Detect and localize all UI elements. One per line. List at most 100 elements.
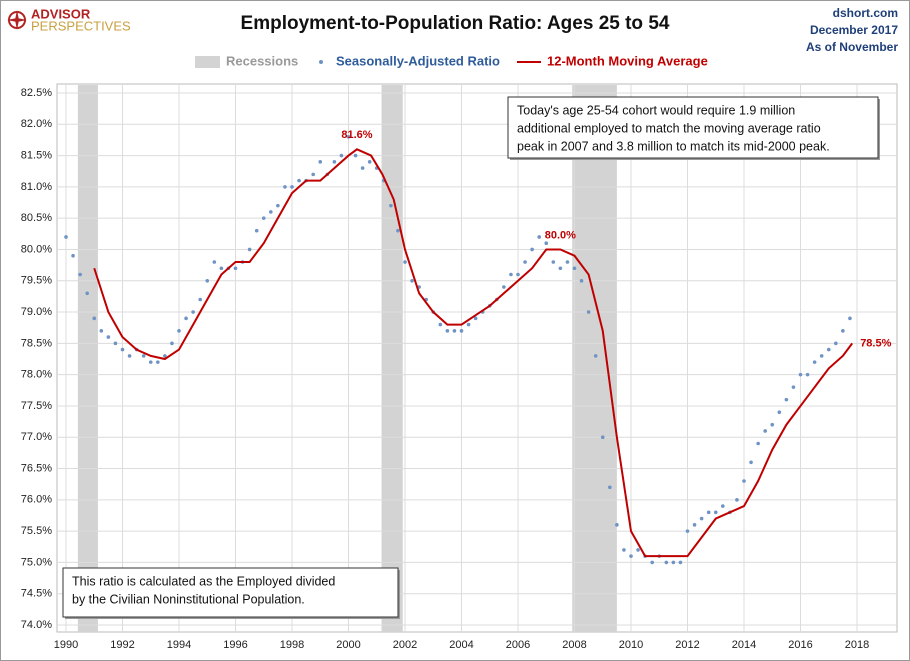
data-point (706, 510, 711, 515)
y-tick-label: 77.0% (21, 431, 52, 443)
note-box (62, 567, 399, 618)
data-point (297, 178, 301, 183)
data-point (544, 241, 549, 246)
y-tick-label: 76.0% (21, 494, 52, 506)
legend: Recessions Seasonally-Adjusted Ratio 12-Mo… (195, 53, 708, 68)
data-point (205, 278, 210, 283)
data-point (438, 322, 443, 327)
y-tick-label: 81.5% (21, 149, 52, 161)
data-point (311, 172, 315, 177)
data-point (396, 228, 400, 233)
data-point (770, 422, 775, 427)
chart-title: Employment-to-Population Ratio: Ages 25 … (241, 13, 670, 34)
y-tick-label: 81.0% (21, 181, 52, 193)
data-point (92, 316, 97, 321)
data-point (148, 360, 153, 364)
data-point (318, 160, 323, 164)
data-point (71, 253, 75, 258)
data-point (389, 203, 393, 208)
data-point (445, 329, 450, 333)
recession-band (77, 85, 98, 632)
x-tick-label: 2006 (506, 639, 530, 651)
data-point (530, 247, 534, 252)
x-tick-label: 1990 (54, 639, 78, 651)
data-point (269, 210, 273, 214)
recession-band (572, 85, 617, 632)
data-point (558, 266, 563, 271)
plot: 81.6% 80.0% 78.5% (57, 84, 897, 632)
legend-label: 12-Month Moving Average (547, 53, 708, 68)
data-point (516, 272, 520, 277)
data-point (805, 372, 810, 377)
data-point (551, 260, 556, 264)
y-tick-label: 80.5% (21, 212, 52, 224)
y-tick-label: 74.5% (21, 588, 52, 600)
y-tick-label: 79.0% (21, 306, 52, 318)
x-tick-label: 2018 (845, 639, 869, 651)
x-tick-label: 2010 (619, 639, 643, 651)
data-point (466, 322, 471, 327)
data-point (615, 523, 619, 527)
legend-label: Recessions (226, 53, 298, 68)
data-point (784, 397, 789, 402)
data-point (177, 329, 181, 333)
x-tick-label: 1996 (223, 639, 247, 651)
data-point (346, 135, 351, 139)
data-point (841, 329, 845, 333)
logo-text: ADVISOR (31, 6, 91, 21)
x-tick-label: 2014 (732, 639, 756, 651)
data-point (742, 479, 746, 483)
annotation: 80.0% (545, 229, 576, 241)
data-point (283, 185, 287, 189)
data-point (78, 272, 82, 277)
data-point (212, 260, 217, 264)
data-point (141, 354, 146, 358)
data-point (848, 316, 852, 321)
data-point (572, 266, 577, 271)
legend-swatch (195, 56, 220, 68)
note-box (507, 96, 879, 159)
note-text: by the Civilian Noninstitutional Populat… (72, 592, 305, 606)
data-point (593, 354, 598, 358)
note-text: additional employed to match the moving … (517, 121, 821, 135)
data-point (198, 297, 202, 302)
data-point (537, 235, 541, 239)
x-tick-label: 1992 (110, 639, 134, 651)
data-point (713, 510, 718, 515)
data-point (586, 310, 591, 314)
data-point (163, 354, 167, 358)
x-tick-label: 2008 (562, 639, 586, 651)
y-tick-label: 77.5% (21, 400, 52, 412)
data-point (777, 410, 782, 415)
data-point (403, 260, 407, 264)
data-point (798, 372, 803, 377)
data-point (502, 285, 506, 289)
y-tick-label: 74.0% (21, 619, 52, 631)
logo-text: PERSPECTIVES (31, 18, 131, 33)
data-point (579, 278, 584, 283)
data-point (191, 310, 195, 314)
source: dshort.com (833, 6, 898, 20)
data-point (353, 153, 358, 158)
data-point (826, 347, 831, 352)
data-point (276, 203, 280, 208)
y-tick-label: 75.0% (21, 556, 52, 568)
source: December 2017 (810, 23, 898, 37)
data-point (565, 260, 570, 264)
data-point (600, 435, 605, 440)
plot-area (56, 83, 898, 633)
data-point (113, 341, 118, 346)
data-point (791, 385, 796, 389)
y-tick-label: 80.0% (21, 243, 52, 255)
recession-band (381, 85, 403, 632)
data-point (819, 354, 824, 358)
source: As of November (806, 40, 898, 54)
data-point (629, 554, 633, 558)
data-point (650, 560, 654, 565)
legend-label: Seasonally-Adjusted Ratio (336, 53, 500, 68)
data-point (99, 329, 104, 333)
note-text: peak in 2007 and 3.8 million to match it… (517, 139, 830, 153)
x-tick-label: 2016 (788, 639, 812, 651)
data-point (756, 441, 760, 446)
